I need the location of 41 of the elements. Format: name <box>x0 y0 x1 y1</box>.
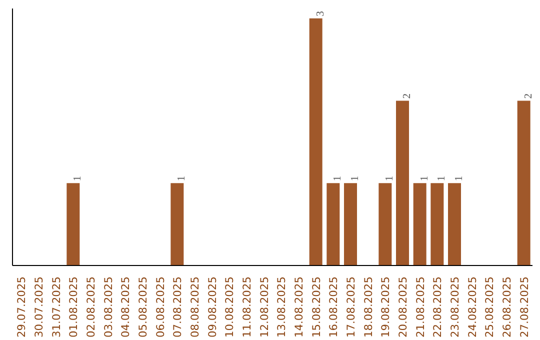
x-tick-label: 29.07.2025 <box>15 276 28 338</box>
x-tick-label: 19.08.2025 <box>379 276 392 338</box>
x-tick-label: 21.08.2025 <box>414 276 427 338</box>
data-label: 1 <box>384 176 396 182</box>
x-tick-label: 27.08.2025 <box>518 276 531 338</box>
data-label: 1 <box>72 176 84 182</box>
data-label: 1 <box>332 176 344 182</box>
x-tick-label: 31.07.2025 <box>50 276 63 338</box>
x-tick-label: 08.08.2025 <box>188 276 202 338</box>
data-label: 1 <box>419 176 430 182</box>
data-label: 1 <box>436 176 448 182</box>
data-label: 1 <box>176 176 188 182</box>
x-tick-label: 14.08.2025 <box>292 276 306 338</box>
x-tick-label: 06.08.2025 <box>154 276 167 338</box>
x-tick-label: 15.08.2025 <box>310 276 323 338</box>
x-tick-label: 13.08.2025 <box>275 276 288 338</box>
x-tick-label: 04.08.2025 <box>119 276 132 338</box>
x-tick-label: 23.08.2025 <box>448 276 462 338</box>
data-label: 1 <box>350 176 361 182</box>
data-label: 2 <box>402 93 413 99</box>
x-tick-label: 09.08.2025 <box>206 276 219 338</box>
x-tick-label: 20.08.2025 <box>396 276 410 338</box>
data-label: 2 <box>523 93 534 99</box>
data-label: 1 <box>454 176 465 182</box>
x-tick-label: 26.08.2025 <box>500 276 514 338</box>
data-label: 3 <box>315 11 326 16</box>
x-tick-label: 25.08.2025 <box>483 276 496 338</box>
x-tick-label: 24.08.2025 <box>466 276 479 338</box>
x-tick-label: 03.08.2025 <box>102 276 115 338</box>
x-tick-label: 22.08.2025 <box>431 276 444 338</box>
x-tick-label: 10.08.2025 <box>223 276 236 338</box>
x-tick-label: 02.08.2025 <box>84 276 98 338</box>
x-tick-label: 17.08.2025 <box>344 276 358 338</box>
x-tick-label: 05.08.2025 <box>136 276 150 338</box>
x-tick-label: 07.08.2025 <box>171 276 184 338</box>
x-tick-label: 18.08.2025 <box>362 276 375 338</box>
x-tick-label: 16.08.2025 <box>327 276 340 338</box>
x-tick-label: 12.08.2025 <box>258 276 271 338</box>
x-tick-label: 01.08.2025 <box>67 276 80 338</box>
x-tick-label: 30.07.2025 <box>32 276 46 338</box>
x-tick-label: 11.08.2025 <box>240 276 254 338</box>
